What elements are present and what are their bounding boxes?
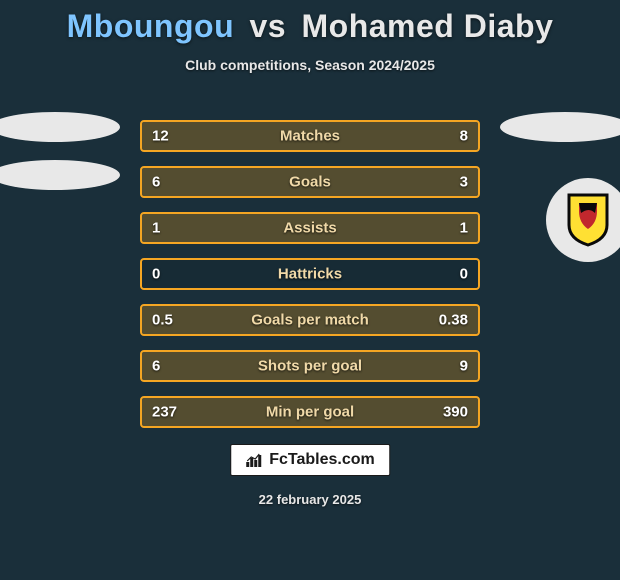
stat-value-right: 0 [460,266,468,283]
stat-value-right: 3 [460,174,468,191]
placeholder-ellipse [0,112,120,142]
right-avatar-area [500,112,620,262]
club-badge [546,178,620,262]
stat-value-left: 0 [152,266,160,283]
bar-right [344,122,478,150]
stat-row: 0 0 Hattricks [140,258,480,290]
player2-name: Mohamed Diaby [301,8,553,44]
date-text: 22 february 2025 [230,492,390,507]
player1-name: Mboungou [67,8,234,44]
stat-label: Matches [280,128,340,145]
stat-row: 6 9 Shots per goal [140,350,480,382]
stat-value-left: 6 [152,358,160,375]
stat-label: Assists [283,220,336,237]
stat-row: 1 1 Assists [140,212,480,244]
stat-label: Goals [289,174,331,191]
stat-label: Hattricks [278,266,342,283]
stat-row: 237 390 Min per goal [140,396,480,428]
stat-value-left: 12 [152,128,169,145]
stat-value-left: 6 [152,174,160,191]
brand-text: FcTables.com [269,451,375,469]
stat-rows: 12 8 Matches 6 3 Goals 1 1 Assists 0 0 Hattricks 0.5… [140,120,480,442]
left-avatar-area [0,112,120,208]
stat-row: 12 8 Matches [140,120,480,152]
stat-row: 6 3 Goals [140,166,480,198]
stat-value-right: 0.38 [439,312,468,329]
page-title: Mboungou vs Mohamed Diaby [67,8,554,45]
stat-value-right: 9 [460,358,468,375]
stat-value-left: 0.5 [152,312,173,329]
vs-text: vs [244,8,293,44]
stat-value-left: 1 [152,220,160,237]
stat-value-right: 390 [443,404,468,421]
subtitle: Club competitions, Season 2024/2025 [0,57,620,73]
stat-label: Goals per match [251,312,369,329]
brand-badge: FcTables.com [230,444,390,476]
header: Mboungou vs Mohamed Diaby Club competiti… [0,0,620,73]
chart-icon [245,452,263,468]
stat-value-left: 237 [152,404,177,421]
bar-left [142,352,276,380]
stat-value-right: 1 [460,220,468,237]
placeholder-ellipse [0,160,120,190]
stat-label: Min per goal [266,404,354,421]
footer: FcTables.com 22 february 2025 [230,444,390,507]
shield-icon [565,193,611,247]
placeholder-ellipse [500,112,620,142]
stat-value-right: 8 [460,128,468,145]
stat-row: 0.5 0.38 Goals per match [140,304,480,336]
stat-label: Shots per goal [258,358,362,375]
